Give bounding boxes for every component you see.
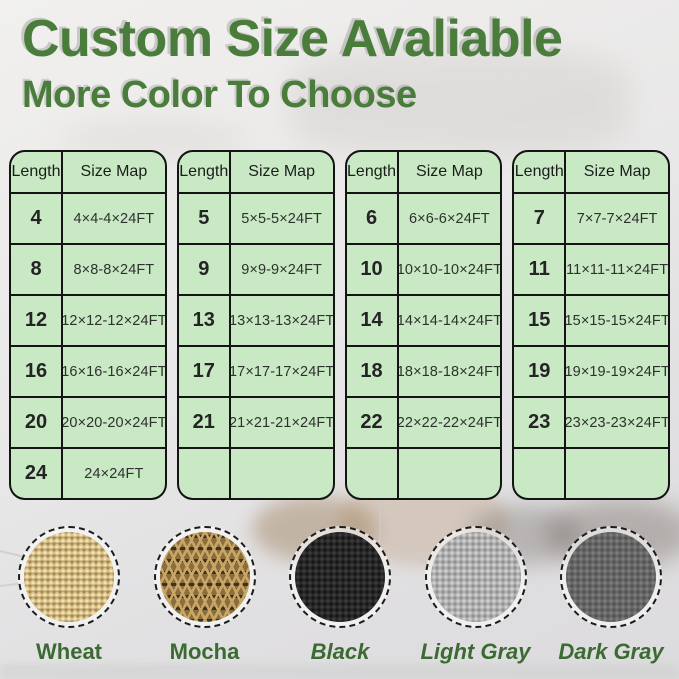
fabric-texture-circle <box>24 532 114 622</box>
size-tables: Length Size Map 4 4×4-4×24FT 8 8×8-8×24FT 12 12… <box>9 150 670 500</box>
length-cell: 21 <box>178 398 229 447</box>
color-swatches: Wheat Mocha Black Light Gray Dark Gray <box>13 526 667 665</box>
page-subtitle: More Color To Choose <box>22 74 417 116</box>
length-cell: 8 <box>11 245 61 294</box>
size-map-cell: 16×16-16×24FT <box>63 347 165 396</box>
length-cell: 23 <box>514 398 565 447</box>
fabric-texture-circle <box>430 532 521 622</box>
swatch-dashed-ring <box>560 526 662 628</box>
swatch-label: Wheat <box>36 639 102 664</box>
length-cell: 22 <box>346 398 397 447</box>
length-cell: 11 <box>514 245 565 294</box>
size-map-cell: 9×9-9×24FT <box>230 245 333 294</box>
column-header-size-map: Size Map <box>566 152 668 192</box>
length-cell: 5 <box>178 194 229 243</box>
length-cell <box>514 449 565 498</box>
swatch-label: Mocha <box>169 639 240 664</box>
length-cell: 24 <box>11 449 61 498</box>
length-cell: 19 <box>514 347 565 396</box>
swatch-dashed-ring <box>153 526 256 628</box>
length-cell: 17 <box>178 347 229 396</box>
size-map-cell <box>566 449 668 498</box>
size-map-cell: 14×14-14×24FT <box>398 296 501 345</box>
swatch-label: Black <box>310 639 370 664</box>
size-map-cell: 22×22-22×24FT <box>398 398 501 447</box>
size-map-cell <box>230 449 333 498</box>
length-cell: 4 <box>11 194 61 243</box>
size-table-2: Length Size Map 5 5×5-5×24FT 9 9×9-9×24FT 13 13… <box>176 150 335 500</box>
length-cell <box>178 449 229 498</box>
column-header-length: Length <box>178 152 229 192</box>
length-cell: 20 <box>11 398 61 447</box>
swatch-label: Light Gray <box>420 639 531 664</box>
length-cell: 10 <box>346 245 397 294</box>
swatch-dashed-ring <box>289 526 391 628</box>
swatch-dashed-ring <box>18 526 120 628</box>
size-map-cell: 20×20-20×24FT <box>63 398 165 447</box>
color-swatch-black: Black <box>284 526 396 665</box>
size-map-cell: 11×11-11×24FT <box>566 245 668 294</box>
swatch-dashed-ring <box>424 526 527 628</box>
color-swatch-mocha: Mocha <box>149 526 261 665</box>
size-map-cell: 21×21-21×24FT <box>230 398 333 447</box>
size-map-cell: 10×10-10×24FT <box>398 245 501 294</box>
page-title: Custom Size Avaliable <box>22 10 563 68</box>
size-map-cell: 4×4-4×24FT <box>63 194 165 243</box>
size-map-cell: 18×18-18×24FT <box>398 347 501 396</box>
column-header-length: Length <box>346 152 397 192</box>
color-swatch-wheat: Wheat <box>13 526 125 665</box>
size-table-4: Length Size Map 7 7×7-7×24FT 11 11×11-11×24FT… <box>512 150 670 500</box>
fabric-texture-circle <box>295 532 385 622</box>
size-map-cell: 5×5-5×24FT <box>230 194 333 243</box>
size-map-cell: 6×6-6×24FT <box>398 194 501 243</box>
size-map-cell: 23×23-23×24FT <box>566 398 668 447</box>
fabric-texture-circle <box>566 532 656 622</box>
size-map-cell: 17×17-17×24FT <box>230 347 333 396</box>
size-map-cell: 8×8-8×24FT <box>63 245 165 294</box>
length-cell: 7 <box>514 194 565 243</box>
size-map-cell: 13×13-13×24FT <box>230 296 333 345</box>
column-header-size-map: Size Map <box>230 152 333 192</box>
length-cell: 18 <box>346 347 397 396</box>
column-header-length: Length <box>11 152 61 192</box>
column-header-size-map: Size Map <box>398 152 501 192</box>
swatch-label: Dark Gray <box>558 639 664 664</box>
column-header-size-map: Size Map <box>63 152 165 192</box>
color-swatch-dark-gray: Dark Gray <box>555 526 667 665</box>
length-cell <box>346 449 397 498</box>
length-cell: 12 <box>11 296 61 345</box>
size-map-cell: 24×24FT <box>63 449 165 498</box>
size-table-3: Length Size Map 6 6×6-6×24FT 10 10×10-10×24FT… <box>344 150 503 500</box>
fabric-texture-circle <box>159 532 250 622</box>
size-table-1: Length Size Map 4 4×4-4×24FT 8 8×8-8×24FT 12 12… <box>9 150 167 500</box>
length-cell: 16 <box>11 347 61 396</box>
length-cell: 14 <box>346 296 397 345</box>
color-swatch-light-gray: Light Gray <box>420 526 532 665</box>
size-map-cell: 12×12-12×24FT <box>63 296 165 345</box>
column-header-length: Length <box>514 152 565 192</box>
background-photo-blur <box>0 664 679 679</box>
length-cell: 6 <box>346 194 397 243</box>
size-map-cell: 15×15-15×24FT <box>566 296 668 345</box>
length-cell: 13 <box>178 296 229 345</box>
size-map-cell <box>398 449 501 498</box>
length-cell: 15 <box>514 296 565 345</box>
size-map-cell: 19×19-19×24FT <box>566 347 668 396</box>
length-cell: 9 <box>178 245 229 294</box>
size-map-cell: 7×7-7×24FT <box>566 194 668 243</box>
